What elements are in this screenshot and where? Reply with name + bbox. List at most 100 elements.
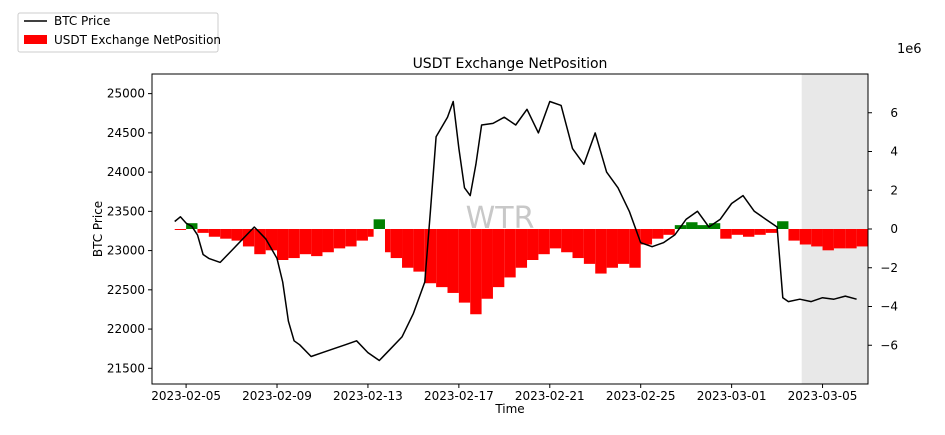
netposition-bar	[242, 229, 255, 247]
y-tick-label: 22000	[107, 322, 145, 336]
netposition-bar	[413, 229, 425, 272]
netposition-bar	[174, 229, 187, 230]
netposition-bar	[345, 229, 357, 247]
netposition-bar	[606, 229, 618, 268]
netposition-bar	[629, 229, 641, 268]
netposition-bar	[265, 229, 278, 251]
y-tick-label: 23500	[107, 204, 145, 218]
y-tick-label: 24500	[107, 126, 145, 140]
netposition-bar	[424, 229, 437, 284]
netposition-bar	[447, 229, 459, 293]
netposition-bar	[788, 229, 800, 241]
netposition-bar	[504, 229, 516, 278]
price-line-layer	[174, 100, 857, 362]
netposition-bar	[402, 229, 414, 268]
netposition-bar	[845, 229, 857, 249]
legend-label-netposition: USDT Exchange NetPosition	[54, 33, 221, 47]
legend: BTC Price USDT Exchange NetPosition	[17, 12, 221, 53]
netposition-bar	[231, 229, 243, 241]
y-tick-label: 23000	[107, 244, 145, 258]
netposition-bar	[742, 229, 755, 237]
netposition-bar	[288, 229, 300, 259]
netposition-bar	[277, 229, 289, 260]
netposition-bar	[856, 229, 868, 247]
netposition-bar	[583, 229, 596, 264]
netposition-bar	[561, 229, 573, 253]
y-axis-label: BTC Price	[91, 201, 105, 257]
netposition-bar	[458, 229, 471, 303]
price-series-line	[174, 100, 857, 362]
netposition-bar	[652, 229, 664, 239]
netposition-bar	[799, 229, 812, 245]
netposition-bar	[777, 221, 789, 229]
y2-axis-ticks: −6 −4 −2 0 2 4 6	[868, 106, 898, 352]
y2-tick-label: 6	[890, 106, 898, 120]
netposition-bar	[356, 229, 368, 241]
x-tick-label: 2023-02-05	[151, 389, 221, 403]
netposition-bar	[833, 229, 846, 249]
y-tick-label: 22500	[107, 283, 145, 297]
netposition-bar	[515, 229, 528, 268]
netposition-bar	[549, 229, 562, 249]
netposition-bar	[436, 229, 448, 288]
y2-tick-label: −2	[880, 261, 898, 275]
netposition-bar	[470, 229, 482, 315]
netposition-bar	[697, 225, 709, 229]
x-axis-label: Time	[494, 402, 524, 416]
x-tick-label: 2023-03-01	[697, 389, 767, 403]
netposition-bar	[390, 229, 403, 259]
netposition-bar	[663, 229, 675, 235]
netposition-bar	[811, 229, 823, 247]
netposition-bars-layer	[174, 219, 868, 315]
netposition-bar	[686, 222, 698, 229]
netposition-bar	[765, 229, 778, 233]
y2-tick-label: 4	[890, 145, 898, 159]
legend-label-price: BTC Price	[54, 14, 110, 28]
netposition-bar	[197, 229, 209, 233]
y2-axis-offset-label: 1e6	[897, 42, 922, 57]
y2-tick-label: −6	[880, 338, 898, 352]
netposition-bar	[481, 229, 493, 299]
netposition-bar	[311, 229, 323, 257]
x-tick-label: 2023-02-21	[515, 389, 585, 403]
netposition-bar	[220, 229, 232, 239]
netposition-bar	[254, 229, 266, 255]
x-axis-ticks: 2023-02-05 2023-02-09 2023-02-13 2023-02-17…	[151, 384, 857, 403]
netposition-bar	[708, 223, 721, 229]
netposition-bar	[492, 229, 505, 288]
netposition-bar	[373, 219, 385, 229]
x-tick-label: 2023-02-25	[606, 389, 676, 403]
netposition-bar	[367, 229, 374, 237]
netposition-bar	[208, 229, 221, 237]
netposition-bar	[640, 229, 653, 245]
netposition-bar	[299, 229, 312, 255]
y2-tick-label: −4	[880, 300, 898, 314]
legend-swatch-netposition	[24, 35, 47, 44]
x-tick-label: 2023-02-13	[333, 389, 403, 403]
x-tick-label: 2023-03-05	[788, 389, 858, 403]
netposition-bar	[538, 229, 550, 255]
netposition-bar	[822, 229, 834, 251]
x-tick-label: 2023-02-09	[242, 389, 312, 403]
netposition-bar	[731, 229, 743, 235]
netposition-bar	[720, 229, 732, 239]
netposition-bar	[572, 229, 584, 259]
y-tick-label: 24000	[107, 165, 145, 179]
y-tick-label: 21500	[107, 361, 145, 375]
y2-tick-label: 0	[890, 222, 898, 236]
netposition-bar	[754, 229, 766, 235]
legend-box	[17, 12, 219, 53]
y-tick-label: 25000	[107, 87, 145, 101]
y2-tick-label: 2	[890, 183, 898, 197]
y-axis-ticks: 21500 22000 22500 23000 23500 24000 24500 25000	[107, 87, 152, 375]
chart-title: USDT Exchange NetPosition	[413, 56, 608, 72]
watermark: WTR	[466, 201, 535, 236]
netposition-bar	[322, 229, 334, 253]
netposition-bar	[333, 229, 346, 249]
netposition-bar	[617, 229, 630, 264]
x-tick-label: 2023-02-17	[424, 389, 494, 403]
netposition-bar	[384, 229, 391, 253]
netposition-bar	[595, 229, 607, 274]
